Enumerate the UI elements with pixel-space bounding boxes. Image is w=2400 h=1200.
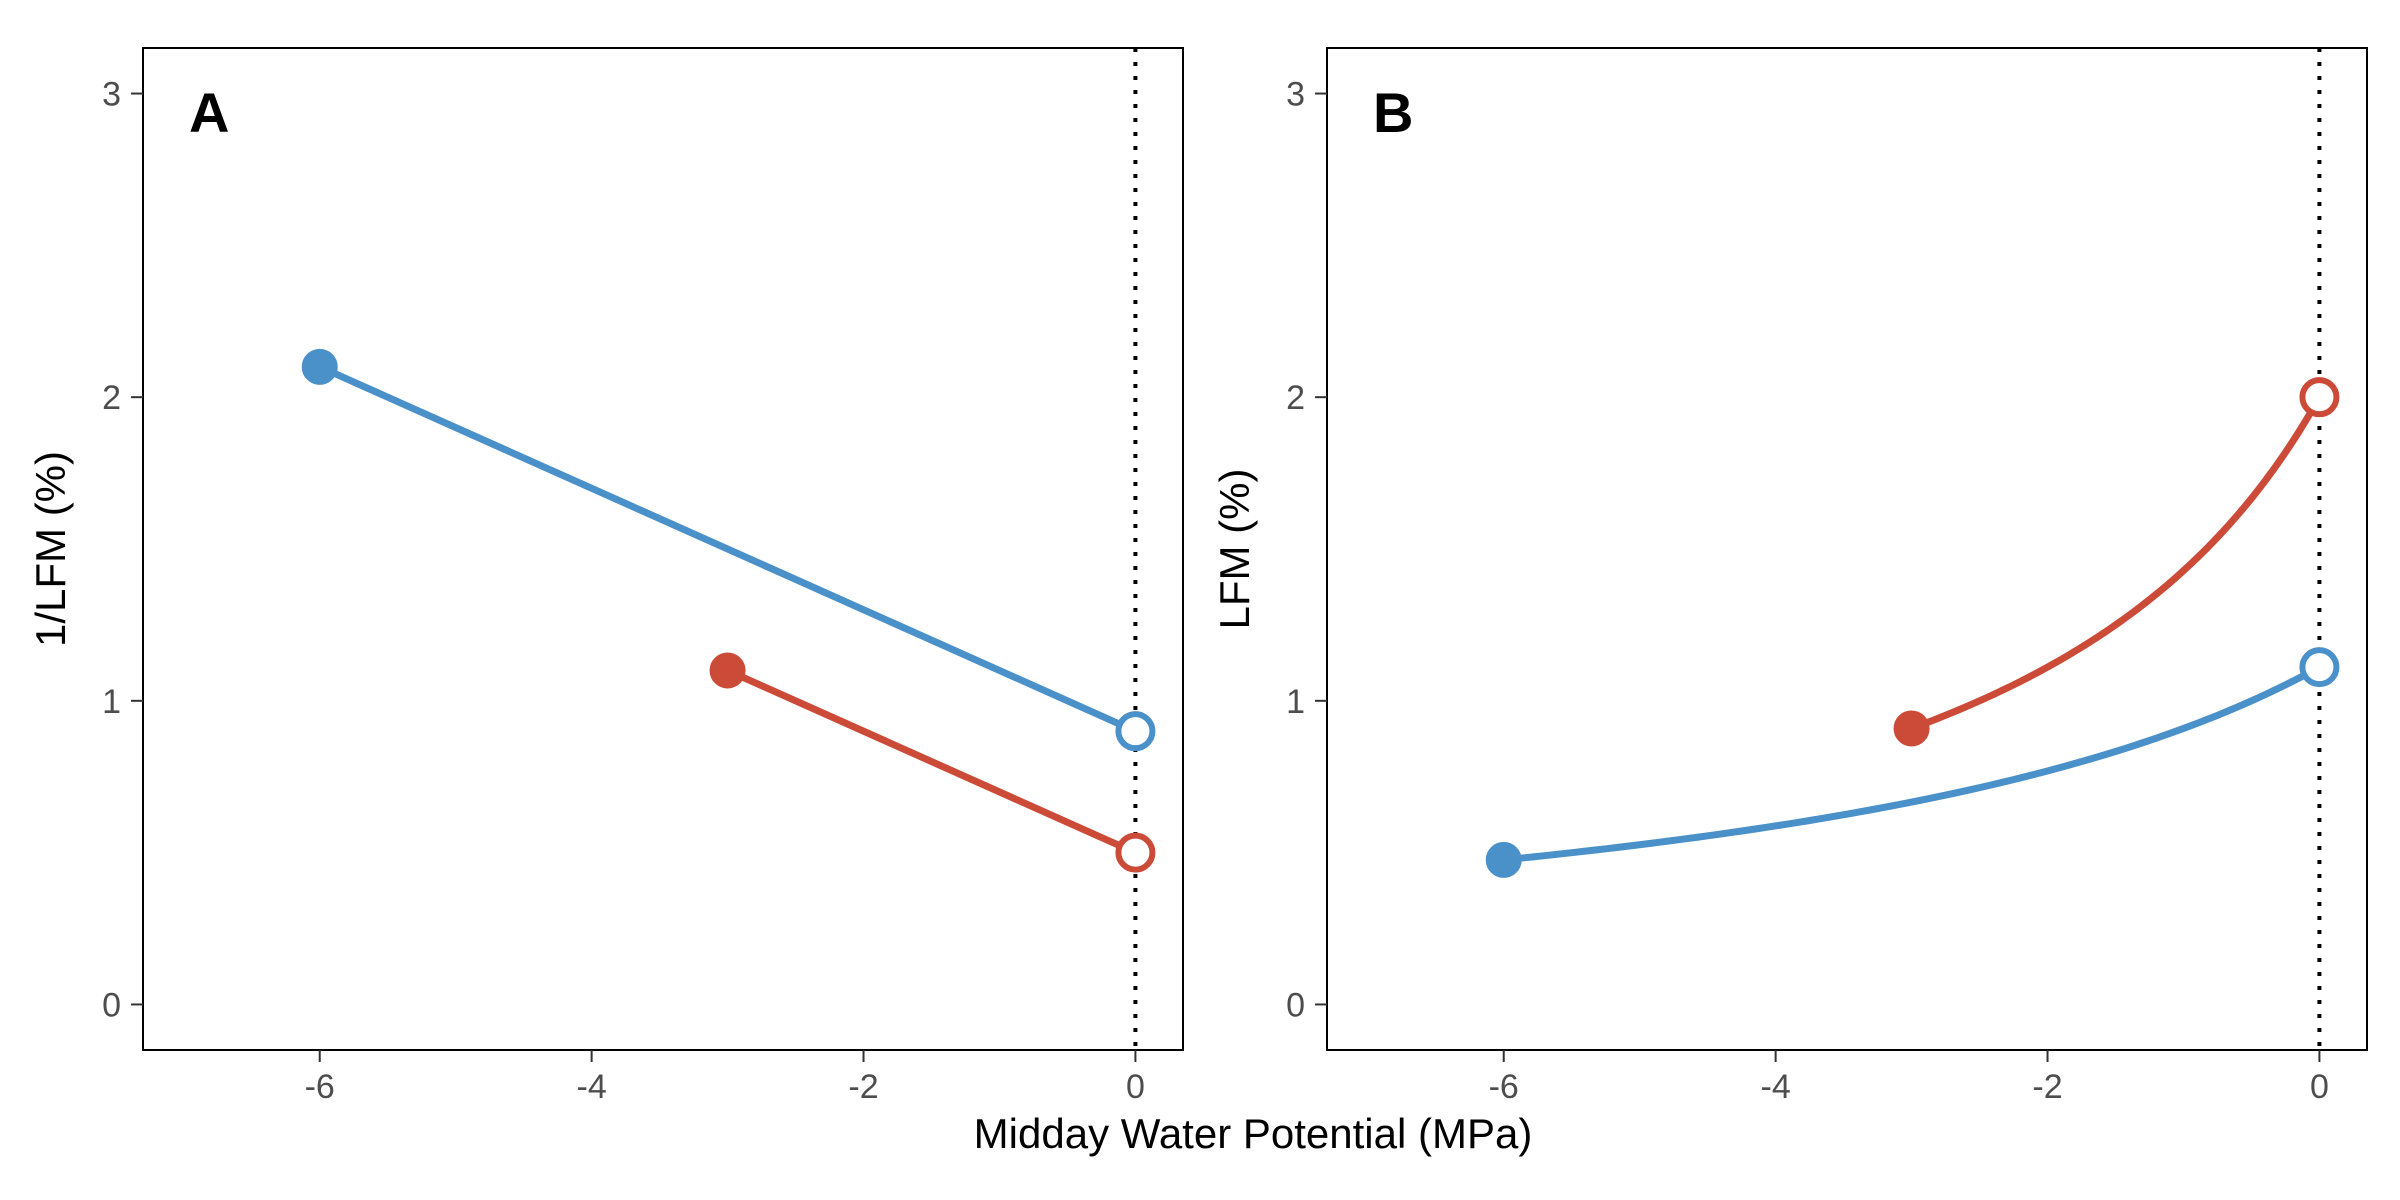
- chart-panel-a: 0 1 2 3 -6 -4 -2 0 1/LFM (%) A: [27, 47, 1184, 1106]
- series-line: [1908, 393, 2323, 732]
- y-tick-label: 0: [102, 986, 121, 1024]
- panel-label: A: [189, 81, 229, 144]
- data-point-filled: [1485, 841, 1522, 878]
- data-point-open: [2299, 377, 2340, 418]
- x-axis-title: Midday Water Potential (MPa): [974, 1110, 1533, 1157]
- x-tick-label: 0: [2310, 1068, 2329, 1106]
- panels-container: 0 1 2 3 -6 -4 -2 0 1/LFM (%) A 0 1 2 3 -6 -4 -2 0 LFM (%) B: [27, 47, 2368, 1106]
- y-axis-title: 1/LFM (%): [27, 451, 74, 647]
- y-tick-label: 3: [102, 76, 121, 114]
- y-axis-title: LFM (%): [1211, 469, 1258, 630]
- chart-panel-b: 0 1 2 3 -6 -4 -2 0 LFM (%) B: [1211, 47, 2368, 1106]
- y-tick-label: 2: [1286, 379, 1305, 417]
- x-tick-label: -4: [1761, 1068, 1791, 1106]
- data-point-filled: [301, 348, 338, 385]
- x-tick-label: -6: [305, 1068, 335, 1106]
- data-point-filled: [1893, 710, 1930, 747]
- y-tick-label: 1: [102, 683, 121, 721]
- panel-border: [142, 47, 1184, 1051]
- data-point-open: [1115, 832, 1156, 873]
- panel-border: [1326, 47, 2368, 1051]
- series-line: [1500, 663, 2323, 864]
- series-line: [316, 363, 1139, 735]
- y-tick-label: 1: [1286, 683, 1305, 721]
- x-tick-label: -6: [1489, 1068, 1519, 1106]
- y-tick-label: 2: [102, 379, 121, 417]
- x-tick-label: -2: [848, 1068, 878, 1106]
- y-tick-label: 3: [1286, 76, 1305, 114]
- data-point-open: [1115, 711, 1156, 752]
- data-point-filled: [709, 652, 746, 689]
- y-tick-label: 0: [1286, 986, 1305, 1024]
- data-point-open: [2299, 647, 2340, 688]
- x-tick-label: 0: [1126, 1068, 1145, 1106]
- x-tick-label: -2: [2032, 1068, 2062, 1106]
- x-tick-label: -4: [577, 1068, 607, 1106]
- panel-label: B: [1373, 81, 1413, 144]
- series-line: [724, 666, 1139, 857]
